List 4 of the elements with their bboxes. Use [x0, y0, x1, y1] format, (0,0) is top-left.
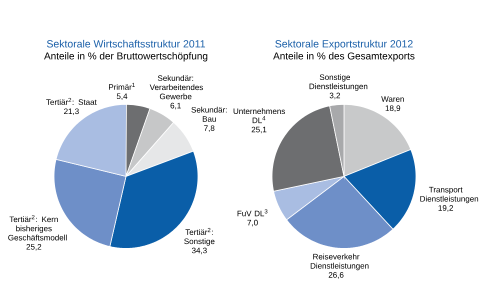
chart-title: Sektorale Wirtschaftsstruktur 2011	[46, 40, 206, 48]
chart-title: Sektorale Exportstruktur 2012	[275, 40, 413, 50]
chart-subtitle: Anteile in % der Bruttowertschöpfung	[44, 52, 208, 62]
chart-subtitle: Anteile in % des Gesamtexports	[273, 52, 415, 62]
